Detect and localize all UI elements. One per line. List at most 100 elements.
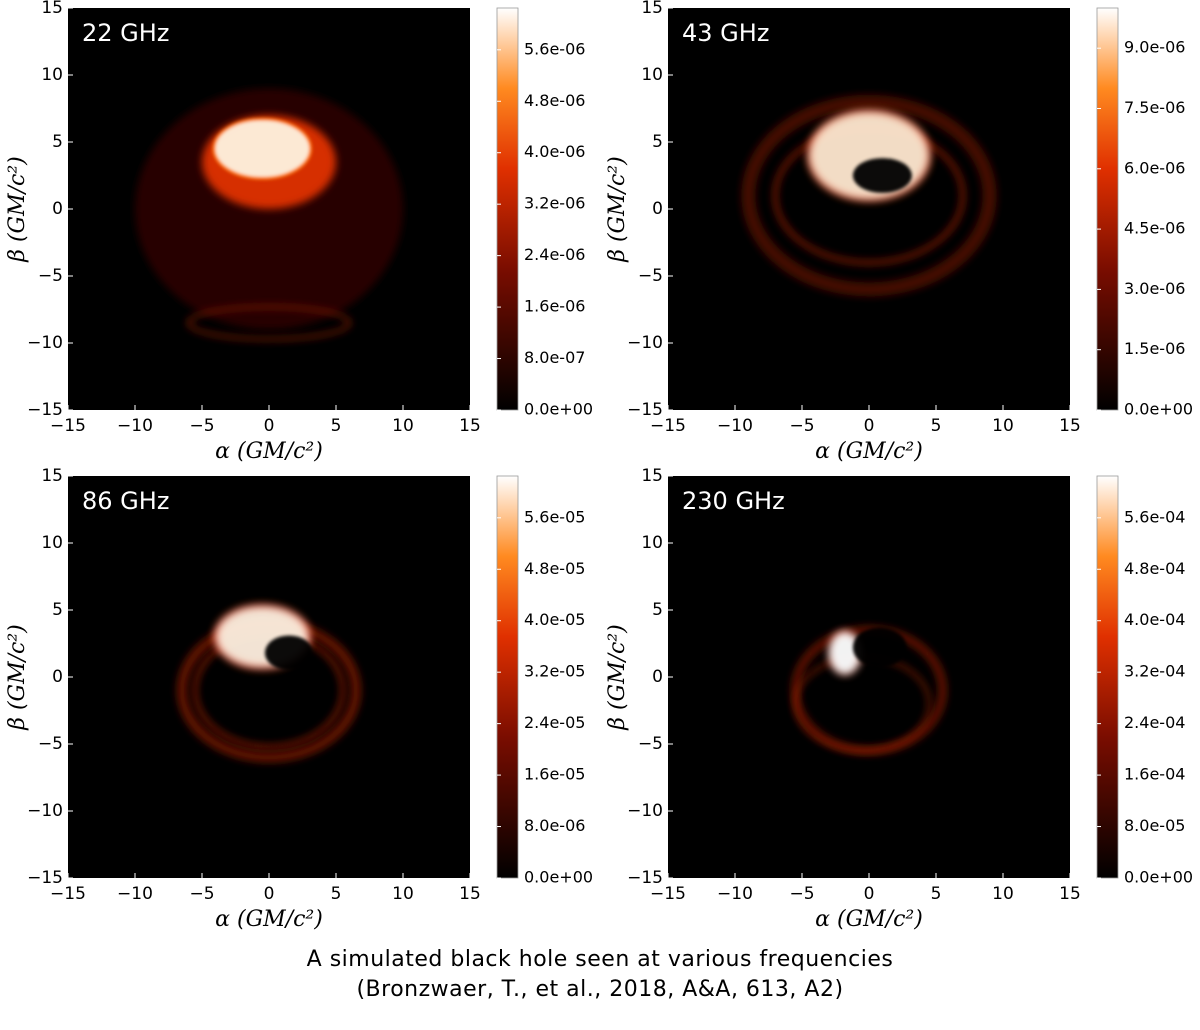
x-tick-label: −5 — [789, 416, 814, 436]
y-tick-label: −10 — [627, 333, 663, 353]
y-tick-label: 15 — [41, 0, 63, 18]
colorbar-tick-label: 4.8e-05 — [524, 559, 585, 578]
colorbar-tick-label: 2.4e-04 — [1124, 713, 1185, 732]
y-tick-label: −10 — [27, 801, 63, 821]
colorbar-tick-label: 0.0e+00 — [1124, 868, 1193, 887]
caption: (Bronzwaer, T., et al., 2018, A&A, 613, … — [356, 977, 843, 1002]
x-tick-label: −15 — [50, 416, 86, 436]
y-tick-label: −5 — [38, 266, 63, 286]
colorbar-tick-label: 3.0e-06 — [1124, 279, 1185, 298]
panel-title: 22 GHz — [82, 19, 169, 47]
colorbar-tick-label: 0.0e+00 — [1124, 400, 1193, 419]
x-tick-label: 15 — [459, 884, 481, 904]
emission-shape — [852, 158, 912, 193]
colorbar — [496, 475, 519, 879]
x-tick-label: 15 — [1059, 416, 1081, 436]
x-tick-label: −5 — [789, 884, 814, 904]
y-tick-label: −5 — [638, 734, 663, 754]
emission — [791, 626, 947, 755]
colorbar-tick-label: 4.0e-05 — [524, 610, 585, 629]
colorbar-tick-label: 4.0e-04 — [1124, 610, 1185, 629]
x-tick-label: −10 — [717, 884, 753, 904]
x-tick-label: 5 — [331, 884, 342, 904]
y-tick-label: 0 — [52, 667, 63, 687]
colorbar-tick-label: 5.6e-06 — [524, 39, 585, 58]
colorbar-tick-label: 7.5e-06 — [1124, 98, 1185, 117]
colorbar-tick-label: 4.8e-06 — [524, 91, 585, 110]
y-tick-label: 0 — [652, 199, 663, 219]
plot-image — [68, 476, 470, 878]
y-tick-label: 0 — [652, 667, 663, 687]
x-tick-label: 15 — [1059, 884, 1081, 904]
x-tick-label: −15 — [650, 884, 686, 904]
colorbar-tick-label: 3.2e-04 — [1124, 662, 1185, 681]
x-tick-label: −15 — [50, 884, 86, 904]
colorbar-tick-label: 3.2e-05 — [524, 662, 585, 681]
colorbar-tick-label: 6.0e-06 — [1124, 158, 1185, 177]
colorbar-tick-label: 1.5e-06 — [1124, 339, 1185, 358]
colorbar — [1096, 7, 1119, 411]
colorbar-tick-label: 1.6e-04 — [1124, 765, 1185, 784]
y-tick-label: 10 — [41, 65, 63, 85]
colorbar-tick-label: 1.6e-05 — [524, 765, 585, 784]
y-axis-label: β (GM/c²) — [5, 624, 30, 731]
x-tick-label: −5 — [189, 416, 214, 436]
x-tick-label: 5 — [931, 416, 942, 436]
panel-title: 43 GHz — [682, 19, 769, 47]
plot-image — [668, 8, 1070, 410]
y-tick-label: −15 — [27, 868, 63, 888]
x-tick-label: 5 — [331, 416, 342, 436]
y-tick-label: 15 — [41, 466, 63, 486]
y-tick-label: 15 — [641, 0, 663, 18]
x-tick-label: 10 — [992, 884, 1014, 904]
y-tick-label: 5 — [652, 600, 663, 620]
x-axis-label: α (GM/c²) — [215, 907, 323, 932]
x-tick-label: 10 — [392, 884, 414, 904]
y-tick-label: −10 — [627, 801, 663, 821]
emission-shape — [212, 117, 313, 180]
colorbar-tick-label: 5.6e-05 — [524, 507, 585, 526]
y-tick-label: 10 — [641, 65, 663, 85]
y-tick-label: 5 — [52, 600, 63, 620]
colorbar-tick-label: 0.0e+00 — [524, 868, 593, 887]
y-tick-label: −15 — [627, 868, 663, 888]
y-tick-label: 5 — [652, 132, 663, 152]
panel-title: 86 GHz — [82, 487, 169, 515]
y-tick-label: 0 — [52, 199, 63, 219]
x-tick-label: −5 — [189, 884, 214, 904]
y-tick-label: −5 — [38, 734, 63, 754]
x-tick-label: 0 — [864, 884, 875, 904]
x-tick-label: 10 — [992, 416, 1014, 436]
colorbar-tick-label: 4.8e-04 — [1124, 559, 1185, 578]
colorbar-tick-label: 5.6e-04 — [1124, 507, 1185, 526]
y-tick-label: 10 — [641, 533, 663, 553]
colorbar-tick-label: 3.2e-06 — [524, 194, 585, 213]
y-axis-label: β (GM/c²) — [605, 624, 630, 731]
colorbar-tick-label: 8.0e-05 — [1124, 816, 1185, 835]
emission-shape — [741, 94, 997, 297]
emission-shape — [264, 635, 314, 671]
colorbar-tick-label: 1.6e-06 — [524, 297, 585, 316]
y-tick-label: −10 — [27, 333, 63, 353]
x-axis-label: α (GM/c²) — [815, 439, 923, 464]
colorbar-tick-label: 8.0e-06 — [524, 816, 585, 835]
colorbar-tick-label: 4.0e-06 — [524, 142, 585, 161]
y-axis-label: β (GM/c²) — [5, 156, 30, 263]
x-tick-label: −15 — [650, 416, 686, 436]
x-tick-label: 0 — [264, 416, 275, 436]
x-tick-label: 5 — [931, 884, 942, 904]
y-tick-label: −15 — [627, 400, 663, 420]
colorbar-tick-label: 4.5e-06 — [1124, 219, 1185, 238]
y-tick-label: −5 — [638, 266, 663, 286]
x-tick-label: −10 — [717, 416, 753, 436]
colorbar — [1096, 475, 1119, 879]
x-axis-label: α (GM/c²) — [815, 907, 923, 932]
x-tick-label: −10 — [117, 416, 153, 436]
caption: A simulated black hole seen at various f… — [307, 947, 894, 972]
x-tick-label: 0 — [264, 884, 275, 904]
colorbar-tick-label: 2.4e-06 — [524, 245, 585, 264]
y-axis-label: β (GM/c²) — [605, 156, 630, 263]
y-tick-label: 15 — [641, 466, 663, 486]
x-tick-label: −10 — [117, 884, 153, 904]
x-tick-label: 15 — [459, 416, 481, 436]
